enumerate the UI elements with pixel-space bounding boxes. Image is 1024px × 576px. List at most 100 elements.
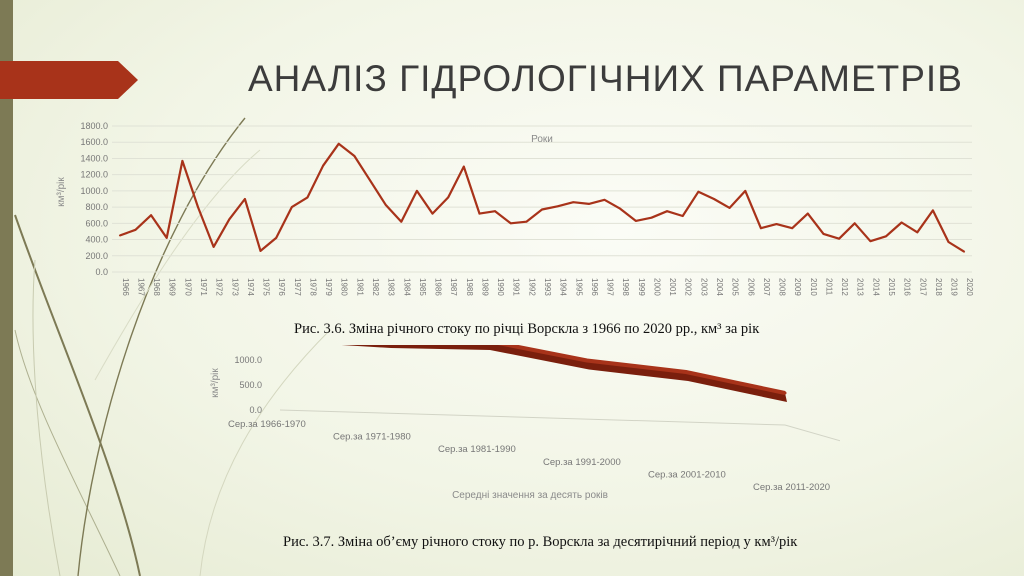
y-tick-label: 1000.0 — [234, 355, 262, 365]
x-axis-title: Роки — [531, 134, 553, 145]
data-point — [525, 220, 528, 223]
data-point — [963, 250, 966, 253]
series-line — [119, 142, 965, 253]
title-arrow-shape — [0, 61, 138, 99]
data-point — [947, 241, 950, 243]
category-label: Сер.за 1981-1990 — [438, 444, 516, 455]
data-point — [181, 159, 184, 162]
data-point — [494, 210, 496, 213]
data-point — [681, 215, 684, 217]
x-tick-label: 1988 — [465, 278, 474, 296]
data-point — [447, 196, 450, 199]
data-point — [290, 206, 293, 209]
data-point — [869, 240, 872, 243]
category-label: Сер.за 1971-1980 — [333, 432, 411, 443]
x-tick-label: 1995 — [574, 278, 583, 296]
x-tick-label: 1991 — [512, 278, 521, 296]
x-tick-label: 2001 — [668, 278, 677, 296]
y-tick-label: 1600.0 — [80, 137, 108, 147]
x-tick-label: 1984 — [402, 278, 411, 296]
x-tick-label: 2013 — [856, 278, 865, 296]
x-tick-label: 1971 — [199, 278, 208, 296]
x-tick-label: 2018 — [934, 278, 943, 296]
x-tick-label: 2007 — [762, 278, 771, 296]
x-tick-label: 1976 — [277, 278, 286, 296]
data-point — [118, 234, 121, 237]
x-tick-label: 1966 — [121, 278, 130, 296]
x-tick-label: 2015 — [887, 278, 896, 296]
x-tick-label: 2002 — [684, 278, 693, 296]
x-tick-label: 1996 — [590, 278, 599, 296]
data-point — [197, 206, 199, 209]
data-point — [462, 165, 465, 168]
x-tick-label: 1972 — [215, 278, 224, 296]
data-point — [275, 237, 278, 239]
category-label: Сер.за 2011-2020 — [753, 482, 830, 493]
data-point — [666, 210, 668, 213]
y-tick-label: 1800.0 — [80, 121, 108, 131]
y-tick-label: 1400.0 — [80, 153, 108, 163]
ribbon-top — [497, 345, 786, 395]
data-point — [806, 212, 809, 215]
x-tick-label: 1997 — [606, 278, 615, 296]
data-point — [588, 202, 590, 205]
x-tick-label: 1999 — [637, 278, 646, 296]
x-tick-label: 1975 — [262, 278, 271, 296]
y-tick-label: 400.0 — [85, 235, 108, 245]
x-tick-label: 1993 — [543, 278, 552, 296]
x-tick-label: 1970 — [183, 278, 192, 296]
x-tick-label: 2020 — [965, 278, 974, 296]
x-tick-label: 1982 — [371, 278, 380, 296]
x-tick-label: 2016 — [903, 278, 912, 296]
x-tick-label: 1981 — [355, 278, 364, 296]
x-tick-label: 1986 — [434, 278, 443, 296]
x-tick-label: 1973 — [230, 278, 239, 296]
data-point — [400, 220, 403, 223]
annual-runoff-line-chart: 0.0 200.0 400.0 600.0 800.0 1000.0 1200.0 1400.… — [56, 121, 974, 296]
x-tick-label: 2005 — [731, 278, 740, 296]
data-point — [134, 228, 137, 231]
data-point — [838, 237, 840, 240]
left-accent-bar — [0, 0, 13, 576]
y-axis-title: км³/рік — [56, 177, 67, 207]
data-point — [541, 208, 543, 211]
x-tick-label: 1992 — [527, 278, 536, 296]
x-tick-label: 1968 — [152, 278, 161, 296]
data-point — [259, 250, 262, 252]
data-point — [228, 218, 231, 221]
data-point — [244, 198, 246, 200]
data-point — [509, 222, 512, 225]
x-tick-label: 2014 — [871, 278, 880, 296]
data-point — [634, 220, 637, 222]
category-label: Сер.за 1991-2000 — [543, 457, 621, 468]
data-point — [369, 179, 371, 182]
data-point — [478, 212, 481, 215]
page-title: АНАЛІЗ ГІДРОЛОГІЧНИХ ПАРАМЕТРІВ — [248, 58, 963, 99]
data-point — [744, 189, 747, 192]
y-tick-label: 1000.0 — [80, 186, 108, 196]
data-point — [337, 142, 340, 145]
x-tick-label: 1989 — [480, 278, 489, 296]
data-point — [416, 189, 418, 192]
x-tick-label: 2010 — [809, 278, 818, 296]
x-tick-label: 2003 — [699, 278, 708, 296]
data-point — [306, 196, 309, 199]
x-tick-label: 1985 — [418, 278, 427, 296]
category-label: Сер.за 1966-1970 — [228, 419, 306, 430]
data-point — [932, 209, 934, 212]
ribbon-side — [341, 345, 787, 402]
x-tick-label: 1994 — [559, 278, 568, 296]
y-axis-title: км³/рік — [210, 368, 221, 398]
x-tick-label: 1987 — [449, 278, 458, 296]
data-point — [431, 212, 434, 215]
decade-average-3d-chart: 0.0 500.0 1000.0 км³/рік Сер.за 1966-1970 Сер… — [210, 345, 840, 501]
data-point — [775, 223, 778, 226]
data-point — [900, 221, 903, 224]
x-tick-label: 2019 — [950, 278, 959, 296]
y-tick-label: 800.0 — [85, 202, 108, 212]
y-tick-label: 500.0 — [239, 380, 262, 390]
data-point — [728, 207, 731, 209]
floor-edge — [279, 409, 840, 442]
data-point — [384, 203, 387, 206]
x-tick-label: 1979 — [324, 278, 333, 296]
